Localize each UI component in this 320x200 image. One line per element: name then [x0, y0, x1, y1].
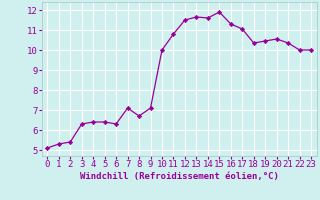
X-axis label: Windchill (Refroidissement éolien,°C): Windchill (Refroidissement éolien,°C): [80, 172, 279, 181]
